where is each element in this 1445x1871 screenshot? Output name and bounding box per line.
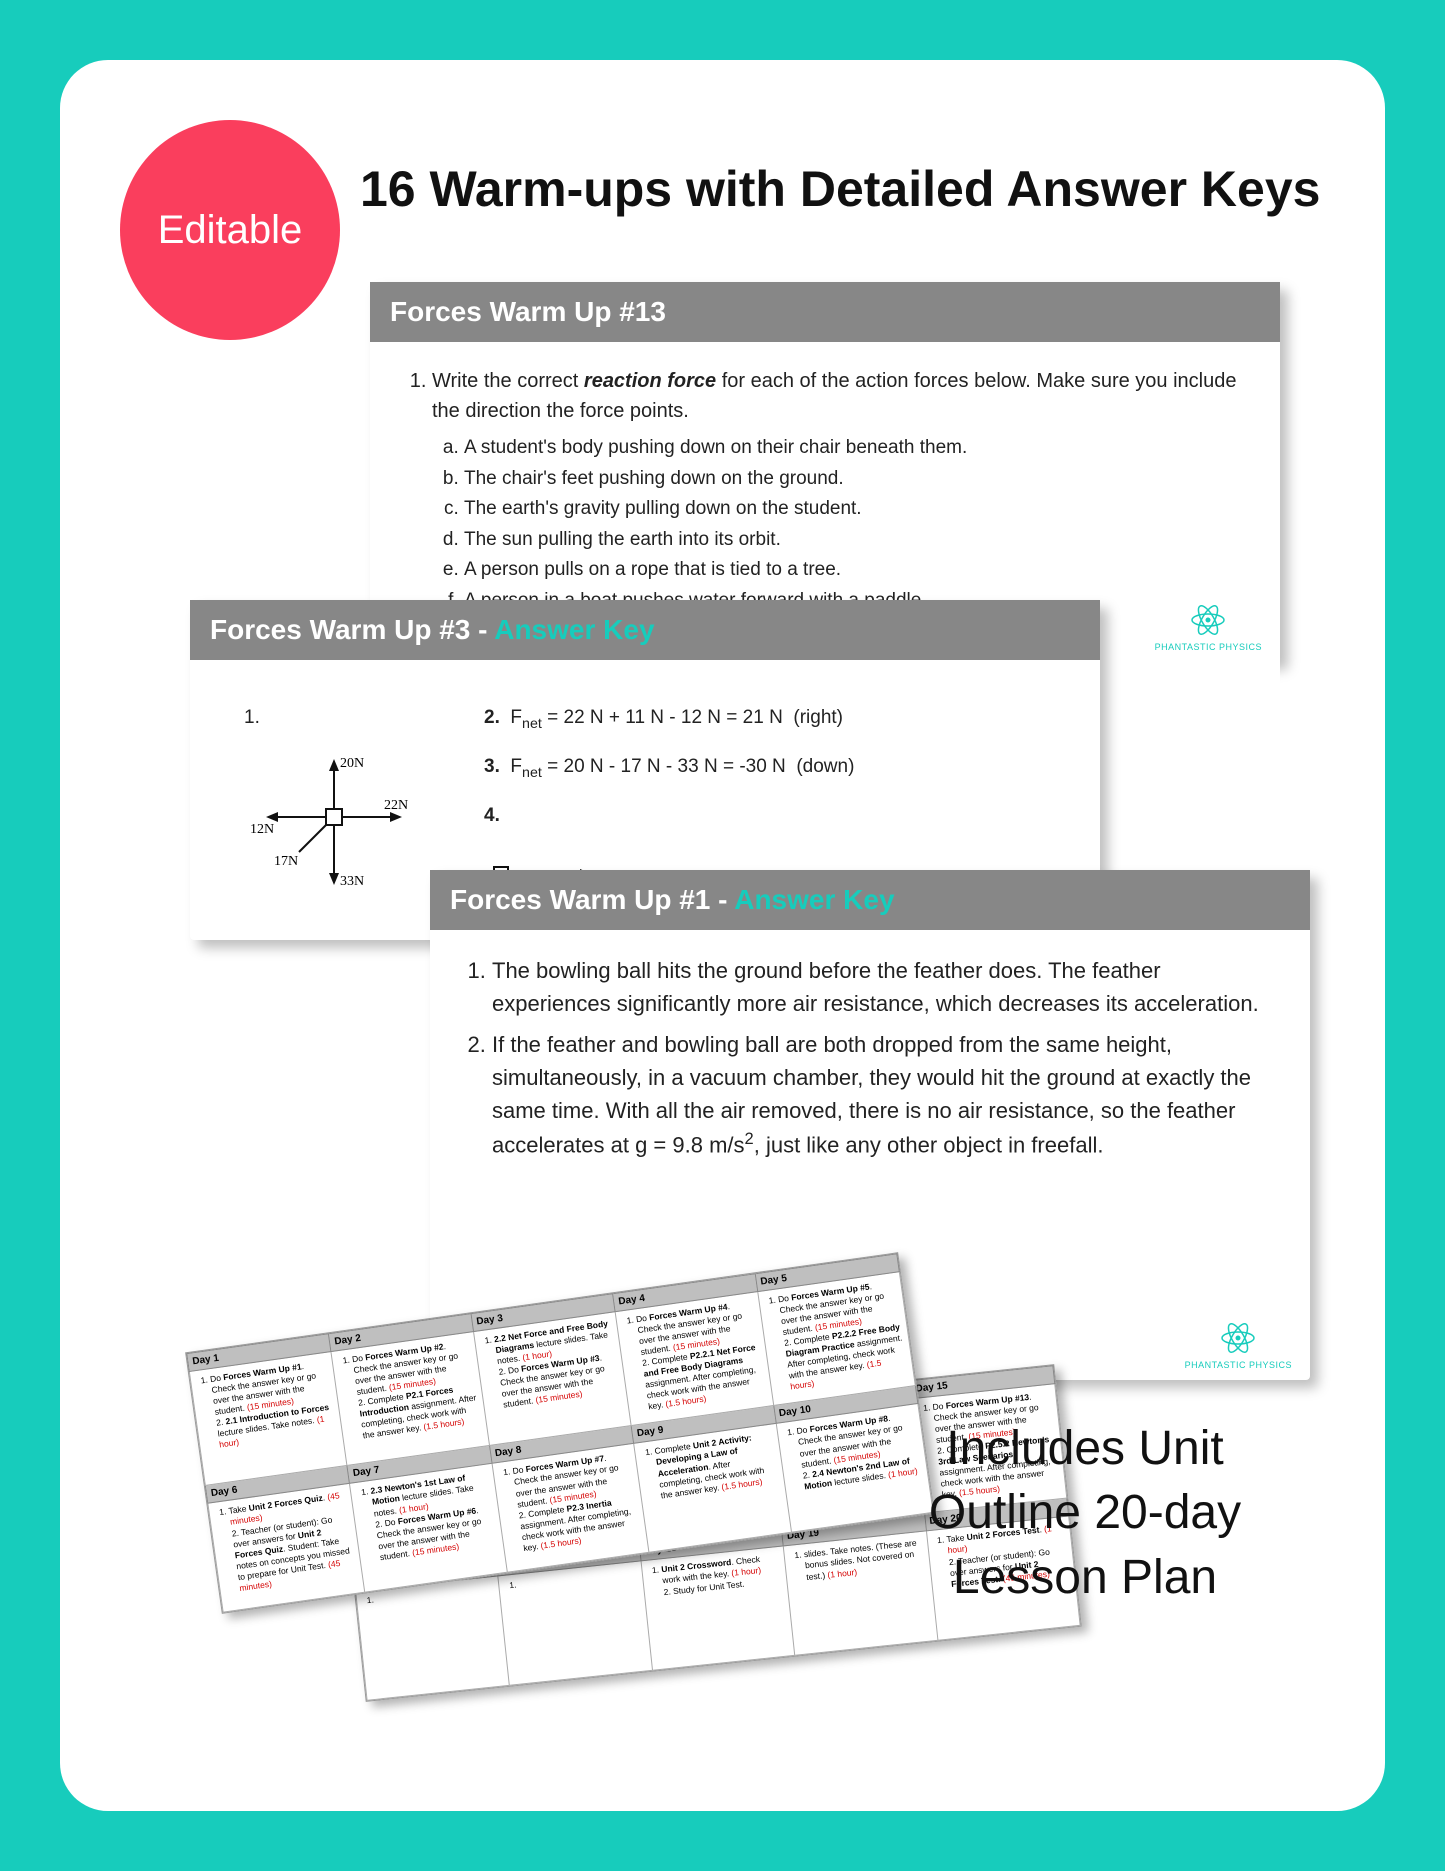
card13-item-d: The sun pulling the earth into its orbit… (464, 526, 1246, 555)
card13-sublist: A student's body pushing down on their c… (432, 434, 1246, 615)
fbd-diagram-1: 1. 20N 22N 12N 33N (244, 704, 444, 908)
main-container: Editable 16 Warm-ups with Detailed Answe… (60, 60, 1385, 1811)
svg-text:17N: 17N (274, 854, 298, 869)
svg-text:12N: 12N (250, 822, 274, 837)
card1-a1: The bowling ball hits the ground before … (492, 954, 1276, 1020)
logo-13: PHANTASTIC PHYSICS (1155, 600, 1262, 652)
card13-header: Forces Warm Up #13 (370, 282, 1280, 342)
card13-item-b: The chair's feet pushing down on the gro… (464, 465, 1246, 494)
editable-badge: Editable (120, 120, 340, 340)
card1-header: Forces Warm Up #1 - Answer Key (430, 870, 1310, 930)
card1-a2: If the feather and bowling ball are both… (492, 1028, 1276, 1161)
main-title: 16 Warm-ups with Detailed Answer Keys (360, 160, 1345, 218)
svg-text:33N: 33N (340, 874, 364, 889)
card3-header: Forces Warm Up #3 - Answer Key (190, 600, 1100, 660)
card13-item-e: A person pulls on a rope that is tied to… (464, 556, 1246, 585)
editable-text: Editable (158, 208, 303, 253)
card1-body: The bowling ball hits the ground before … (430, 930, 1310, 1193)
svg-text:20N: 20N (340, 756, 364, 771)
logo-1: PHANTASTIC PHYSICS (1185, 1318, 1292, 1370)
atom-icon (1188, 600, 1228, 640)
card13-item-a: A student's body pushing down on their c… (464, 434, 1246, 463)
svg-text:22N: 22N (384, 798, 408, 813)
card13-item-c: The earth's gravity pulling down on the … (464, 495, 1246, 524)
atom-icon (1218, 1318, 1258, 1358)
card13-q1: Write the correct reaction force for eac… (432, 366, 1246, 615)
bottom-caption: Includes Unit Outline 20-day Lesson Plan (875, 1417, 1295, 1611)
